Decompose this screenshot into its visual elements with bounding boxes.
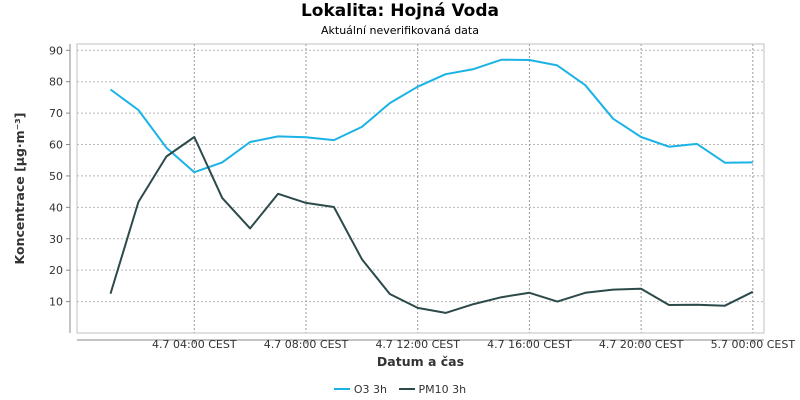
chart-title: Lokalita: Hojná Voda bbox=[300, 1, 500, 21]
x-tick-label: 4.7 16:00 CEST bbox=[487, 338, 572, 351]
legend-item-o3[interactable]: O3 3h bbox=[333, 382, 388, 396]
series-line-o3 bbox=[109, 58, 753, 174]
y-tick-label: 30 bbox=[49, 233, 63, 246]
y-tick-label: 40 bbox=[49, 201, 63, 214]
y-tick-label: 70 bbox=[49, 107, 63, 120]
y-tick-label: 20 bbox=[49, 264, 63, 277]
y-tick-label: 90 bbox=[49, 44, 63, 57]
line-chart: 10 20 30 40 50 60 70 80 90 4.7 04:00 CEST 4.7 08:… bbox=[12, 43, 795, 369]
x-tick-label: 4.7 12:00 CEST bbox=[375, 338, 460, 351]
x-axis-ticks: 4.7 04:00 CEST 4.7 08:00 CEST 4.7 12:00 CE… bbox=[152, 338, 795, 351]
y-axis-ticks: 10 20 30 40 50 60 70 80 90 bbox=[49, 44, 70, 309]
y-tick-label: 60 bbox=[49, 139, 63, 152]
plot-area bbox=[76, 43, 765, 334]
legend-label-pm10: PM10 3h bbox=[418, 382, 467, 396]
legend-swatch-o3 bbox=[333, 388, 350, 390]
y-tick-label: 50 bbox=[49, 170, 63, 183]
legend: O3 3h PM10 3h bbox=[0, 380, 800, 396]
legend-item-pm10[interactable]: PM10 3h bbox=[398, 382, 467, 396]
series bbox=[109, 58, 754, 314]
chart-subtitle: Aktuální neverifikovaná data bbox=[321, 24, 479, 37]
x-tick-label: 5.7 00:00 CEST bbox=[711, 338, 796, 351]
y-axis-title: Koncentrace [µg·m⁻³] bbox=[12, 113, 27, 265]
x-axis-title: Datum a čas bbox=[377, 354, 464, 369]
x-tick-label: 4.7 08:00 CEST bbox=[264, 338, 349, 351]
series-line-pm10 bbox=[109, 136, 754, 314]
y-tick-label: 10 bbox=[49, 296, 63, 309]
y-tick-label: 80 bbox=[49, 76, 63, 89]
x-tick-label: 4.7 20:00 CEST bbox=[599, 338, 684, 351]
grid bbox=[77, 44, 764, 333]
legend-swatch-pm10 bbox=[398, 388, 415, 390]
x-tick-label: 4.7 04:00 CEST bbox=[152, 338, 237, 351]
legend-label-o3: O3 3h bbox=[353, 382, 388, 396]
